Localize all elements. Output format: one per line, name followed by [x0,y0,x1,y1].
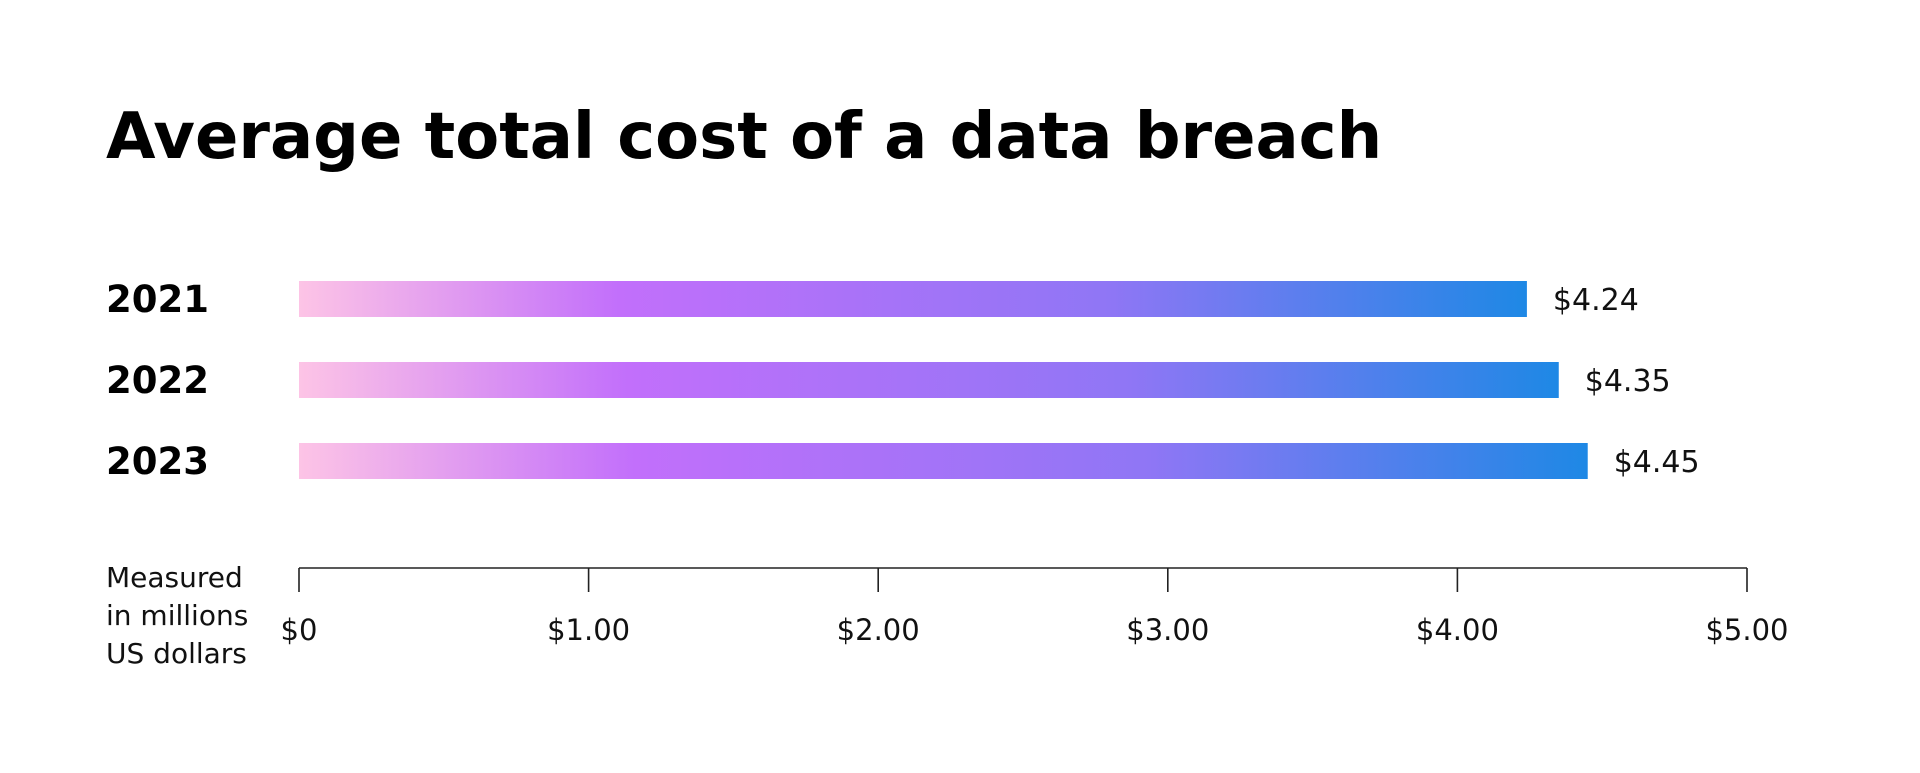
x-axis-note-line-1: Measured [106,561,243,594]
x-tick-label: $5.00 [1705,613,1788,647]
chart-title: Average total cost of a data breach [106,100,1382,174]
x-tick-label: $4.00 [1416,613,1499,647]
category-label: 2022 [106,359,209,402]
x-tick-label: $1.00 [547,613,630,647]
bar [299,362,1559,398]
x-axis: $0 $1.00 $2.00 $3.00 $4.00 $5.00 [281,567,1789,647]
value-label: $4.45 [1614,445,1700,480]
x-tick-label: $3.00 [1126,613,1209,647]
bar [299,281,1527,317]
category-label: 2021 [106,278,209,321]
x-tick-label: $0 [281,613,318,647]
value-label: $4.24 [1553,283,1639,318]
bar [299,443,1588,479]
x-axis-note: Measured in millions US dollars [106,561,257,670]
category-label: 2023 [106,440,209,483]
x-tick-label: $2.00 [837,613,920,647]
bars-group: 2021 $4.24 2022 $4.35 2023 $4.45 [106,278,1700,483]
x-axis-note-line-3: US dollars [106,637,247,670]
x-axis-note-line-2: in millions [106,599,248,632]
value-label: $4.35 [1585,364,1671,399]
